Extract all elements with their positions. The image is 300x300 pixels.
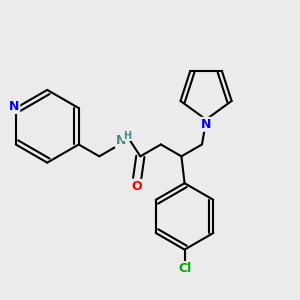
Text: H: H xyxy=(123,130,131,141)
Text: N: N xyxy=(116,134,126,147)
Text: O: O xyxy=(132,180,142,193)
Text: N: N xyxy=(9,100,20,113)
Text: N: N xyxy=(201,118,211,131)
Text: Cl: Cl xyxy=(178,262,191,275)
